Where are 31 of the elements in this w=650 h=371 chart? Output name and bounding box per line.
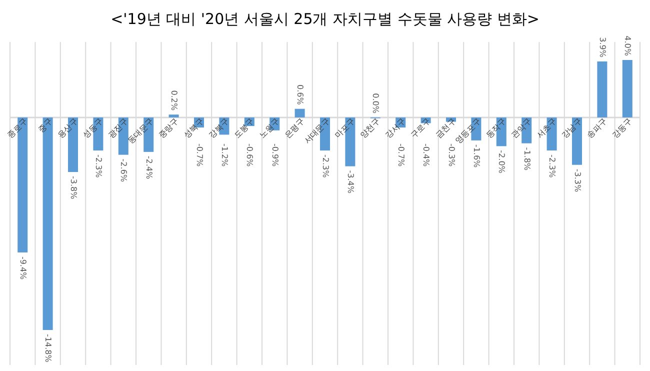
data-label: -2.6% — [119, 158, 128, 182]
data-label: -2.4% — [144, 156, 154, 180]
data-label: -1.6% — [472, 144, 482, 168]
data-label: -2.3% — [548, 154, 557, 178]
data-label: -2.0% — [497, 150, 506, 174]
data-label: -0.4% — [422, 143, 431, 168]
bar — [597, 61, 608, 118]
data-label: -9.4% — [18, 256, 28, 280]
data-label: 0.2% — [170, 90, 179, 111]
data-label: -3.4% — [346, 170, 356, 194]
data-label: -2.3% — [320, 154, 330, 178]
bar — [168, 114, 179, 118]
bar — [622, 60, 632, 118]
data-label: -0.7% — [194, 143, 204, 168]
data-label: -2.3% — [94, 154, 104, 178]
chart-title: <'19년 대비 '20년 서울시 25개 자치구별 수돗물 사용량 변화> — [110, 10, 540, 28]
data-label: -0.6% — [245, 143, 254, 168]
data-label: 4.0% — [623, 36, 632, 56]
data-label: -3.3% — [572, 168, 582, 192]
data-label: -14.8% — [44, 334, 53, 363]
data-label: 3.9% — [598, 37, 608, 58]
data-label: -0.3% — [446, 143, 456, 168]
data-label: -3.8% — [68, 176, 78, 200]
data-label: -1.2% — [220, 143, 230, 168]
data-label: 0.6% — [296, 84, 305, 106]
x-tick-label: 중구 — [36, 116, 54, 134]
data-label: 0.0% — [371, 93, 380, 114]
data-label: -1.8% — [522, 147, 532, 171]
bar — [294, 108, 305, 118]
data-label: -0.9% — [270, 143, 280, 168]
data-label: -0.7% — [396, 143, 406, 168]
